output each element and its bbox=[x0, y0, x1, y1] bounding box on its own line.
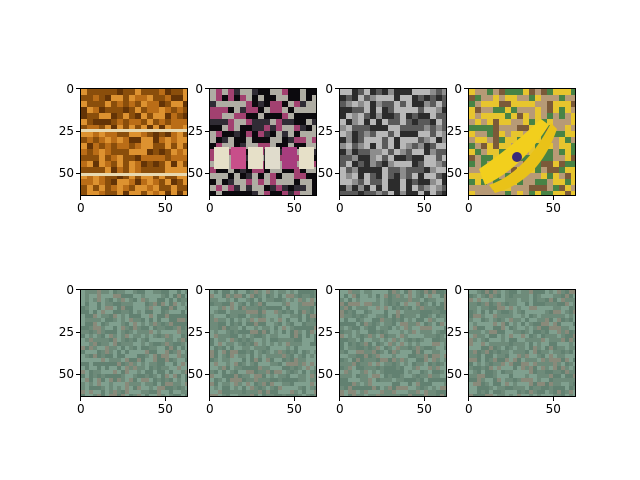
image-axes-noise-2 bbox=[209, 289, 317, 397]
image-axes-shelves-of-pastries bbox=[80, 88, 188, 196]
x-tick-mark bbox=[293, 196, 295, 200]
x-tick-label: 0 bbox=[77, 402, 85, 416]
x-tick-mark bbox=[423, 397, 425, 401]
y-tick-label: 0 bbox=[325, 81, 333, 96]
y-tick-label: 50 bbox=[317, 367, 333, 382]
image-axes-forest-bw bbox=[339, 88, 447, 196]
y-tick-label: 25 bbox=[58, 124, 74, 139]
image-noise-1 bbox=[81, 290, 187, 396]
image-forest-bw bbox=[340, 89, 446, 195]
x-tick-label: 0 bbox=[206, 402, 214, 416]
x-tick-mark bbox=[423, 196, 425, 200]
y-tick-mark bbox=[76, 373, 80, 375]
y-tick-label: 50 bbox=[187, 166, 203, 181]
x-tick-mark bbox=[552, 397, 554, 401]
image-noise-3 bbox=[340, 290, 446, 396]
x-tick-label: 50 bbox=[157, 201, 173, 215]
y-tick-label: 0 bbox=[454, 282, 462, 297]
x-tick-mark bbox=[468, 397, 470, 401]
y-tick-label: 50 bbox=[58, 367, 74, 382]
x-tick-mark bbox=[552, 196, 554, 200]
y-tick-label: 25 bbox=[446, 325, 462, 340]
y-tick-label: 0 bbox=[66, 81, 74, 96]
y-tick-mark bbox=[205, 289, 209, 291]
y-tick-mark bbox=[335, 172, 339, 174]
y-tick-mark bbox=[205, 130, 209, 132]
y-tick-label: 25 bbox=[317, 124, 333, 139]
x-tick-label: 50 bbox=[157, 402, 173, 416]
image-bananas bbox=[469, 89, 575, 195]
x-tick-label: 0 bbox=[336, 402, 344, 416]
x-tick-mark bbox=[164, 196, 166, 200]
y-tick-mark bbox=[205, 88, 209, 90]
x-tick-label: 50 bbox=[545, 201, 561, 215]
y-tick-mark bbox=[76, 331, 80, 333]
x-tick-label: 50 bbox=[286, 201, 302, 215]
x-tick-label: 50 bbox=[416, 402, 432, 416]
y-tick-mark bbox=[76, 172, 80, 174]
x-tick-mark bbox=[80, 397, 82, 401]
y-tick-mark bbox=[464, 373, 468, 375]
y-tick-mark bbox=[335, 289, 339, 291]
y-tick-label: 25 bbox=[317, 325, 333, 340]
y-tick-mark bbox=[205, 373, 209, 375]
image-axes-noise-1 bbox=[80, 289, 188, 397]
y-tick-mark bbox=[76, 88, 80, 90]
x-tick-mark bbox=[209, 196, 211, 200]
y-tick-label: 0 bbox=[195, 81, 203, 96]
y-tick-label: 50 bbox=[446, 367, 462, 382]
x-tick-mark bbox=[339, 397, 341, 401]
y-tick-mark bbox=[335, 373, 339, 375]
image-noise-2 bbox=[210, 290, 316, 396]
y-tick-label: 0 bbox=[66, 282, 74, 297]
y-tick-mark bbox=[464, 130, 468, 132]
y-tick-mark bbox=[335, 88, 339, 90]
y-tick-label: 25 bbox=[187, 325, 203, 340]
image-axes-noise-3 bbox=[339, 289, 447, 397]
y-tick-mark bbox=[464, 88, 468, 90]
y-tick-mark bbox=[205, 331, 209, 333]
image-jewelry-display bbox=[210, 89, 316, 195]
y-tick-label: 25 bbox=[58, 325, 74, 340]
image-axes-noise-4 bbox=[468, 289, 576, 397]
y-tick-label: 25 bbox=[446, 124, 462, 139]
image-shelves-of-pastries bbox=[81, 89, 187, 195]
y-tick-label: 0 bbox=[195, 282, 203, 297]
x-tick-mark bbox=[80, 196, 82, 200]
x-tick-label: 50 bbox=[286, 402, 302, 416]
x-tick-label: 50 bbox=[545, 402, 561, 416]
y-tick-label: 50 bbox=[317, 166, 333, 181]
x-tick-mark bbox=[339, 196, 341, 200]
image-axes-jewelry-display bbox=[209, 88, 317, 196]
y-tick-label: 25 bbox=[187, 124, 203, 139]
x-tick-label: 0 bbox=[465, 201, 473, 215]
y-tick-label: 0 bbox=[325, 282, 333, 297]
y-tick-mark bbox=[335, 331, 339, 333]
x-tick-label: 0 bbox=[77, 201, 85, 215]
y-tick-label: 50 bbox=[187, 367, 203, 382]
y-tick-label: 50 bbox=[58, 166, 74, 181]
x-tick-label: 0 bbox=[336, 201, 344, 215]
y-tick-mark bbox=[205, 172, 209, 174]
y-tick-mark bbox=[335, 130, 339, 132]
x-tick-mark bbox=[209, 397, 211, 401]
y-tick-mark bbox=[464, 331, 468, 333]
image-noise-4 bbox=[469, 290, 575, 396]
y-tick-mark bbox=[76, 130, 80, 132]
image-axes-bananas bbox=[468, 88, 576, 196]
y-tick-mark bbox=[464, 172, 468, 174]
x-tick-label: 0 bbox=[465, 402, 473, 416]
x-tick-mark bbox=[468, 196, 470, 200]
x-tick-mark bbox=[164, 397, 166, 401]
y-tick-mark bbox=[76, 289, 80, 291]
y-tick-label: 50 bbox=[446, 166, 462, 181]
y-tick-mark bbox=[464, 289, 468, 291]
x-tick-label: 0 bbox=[206, 201, 214, 215]
x-tick-mark bbox=[293, 397, 295, 401]
x-tick-label: 50 bbox=[416, 201, 432, 215]
y-tick-label: 0 bbox=[454, 81, 462, 96]
